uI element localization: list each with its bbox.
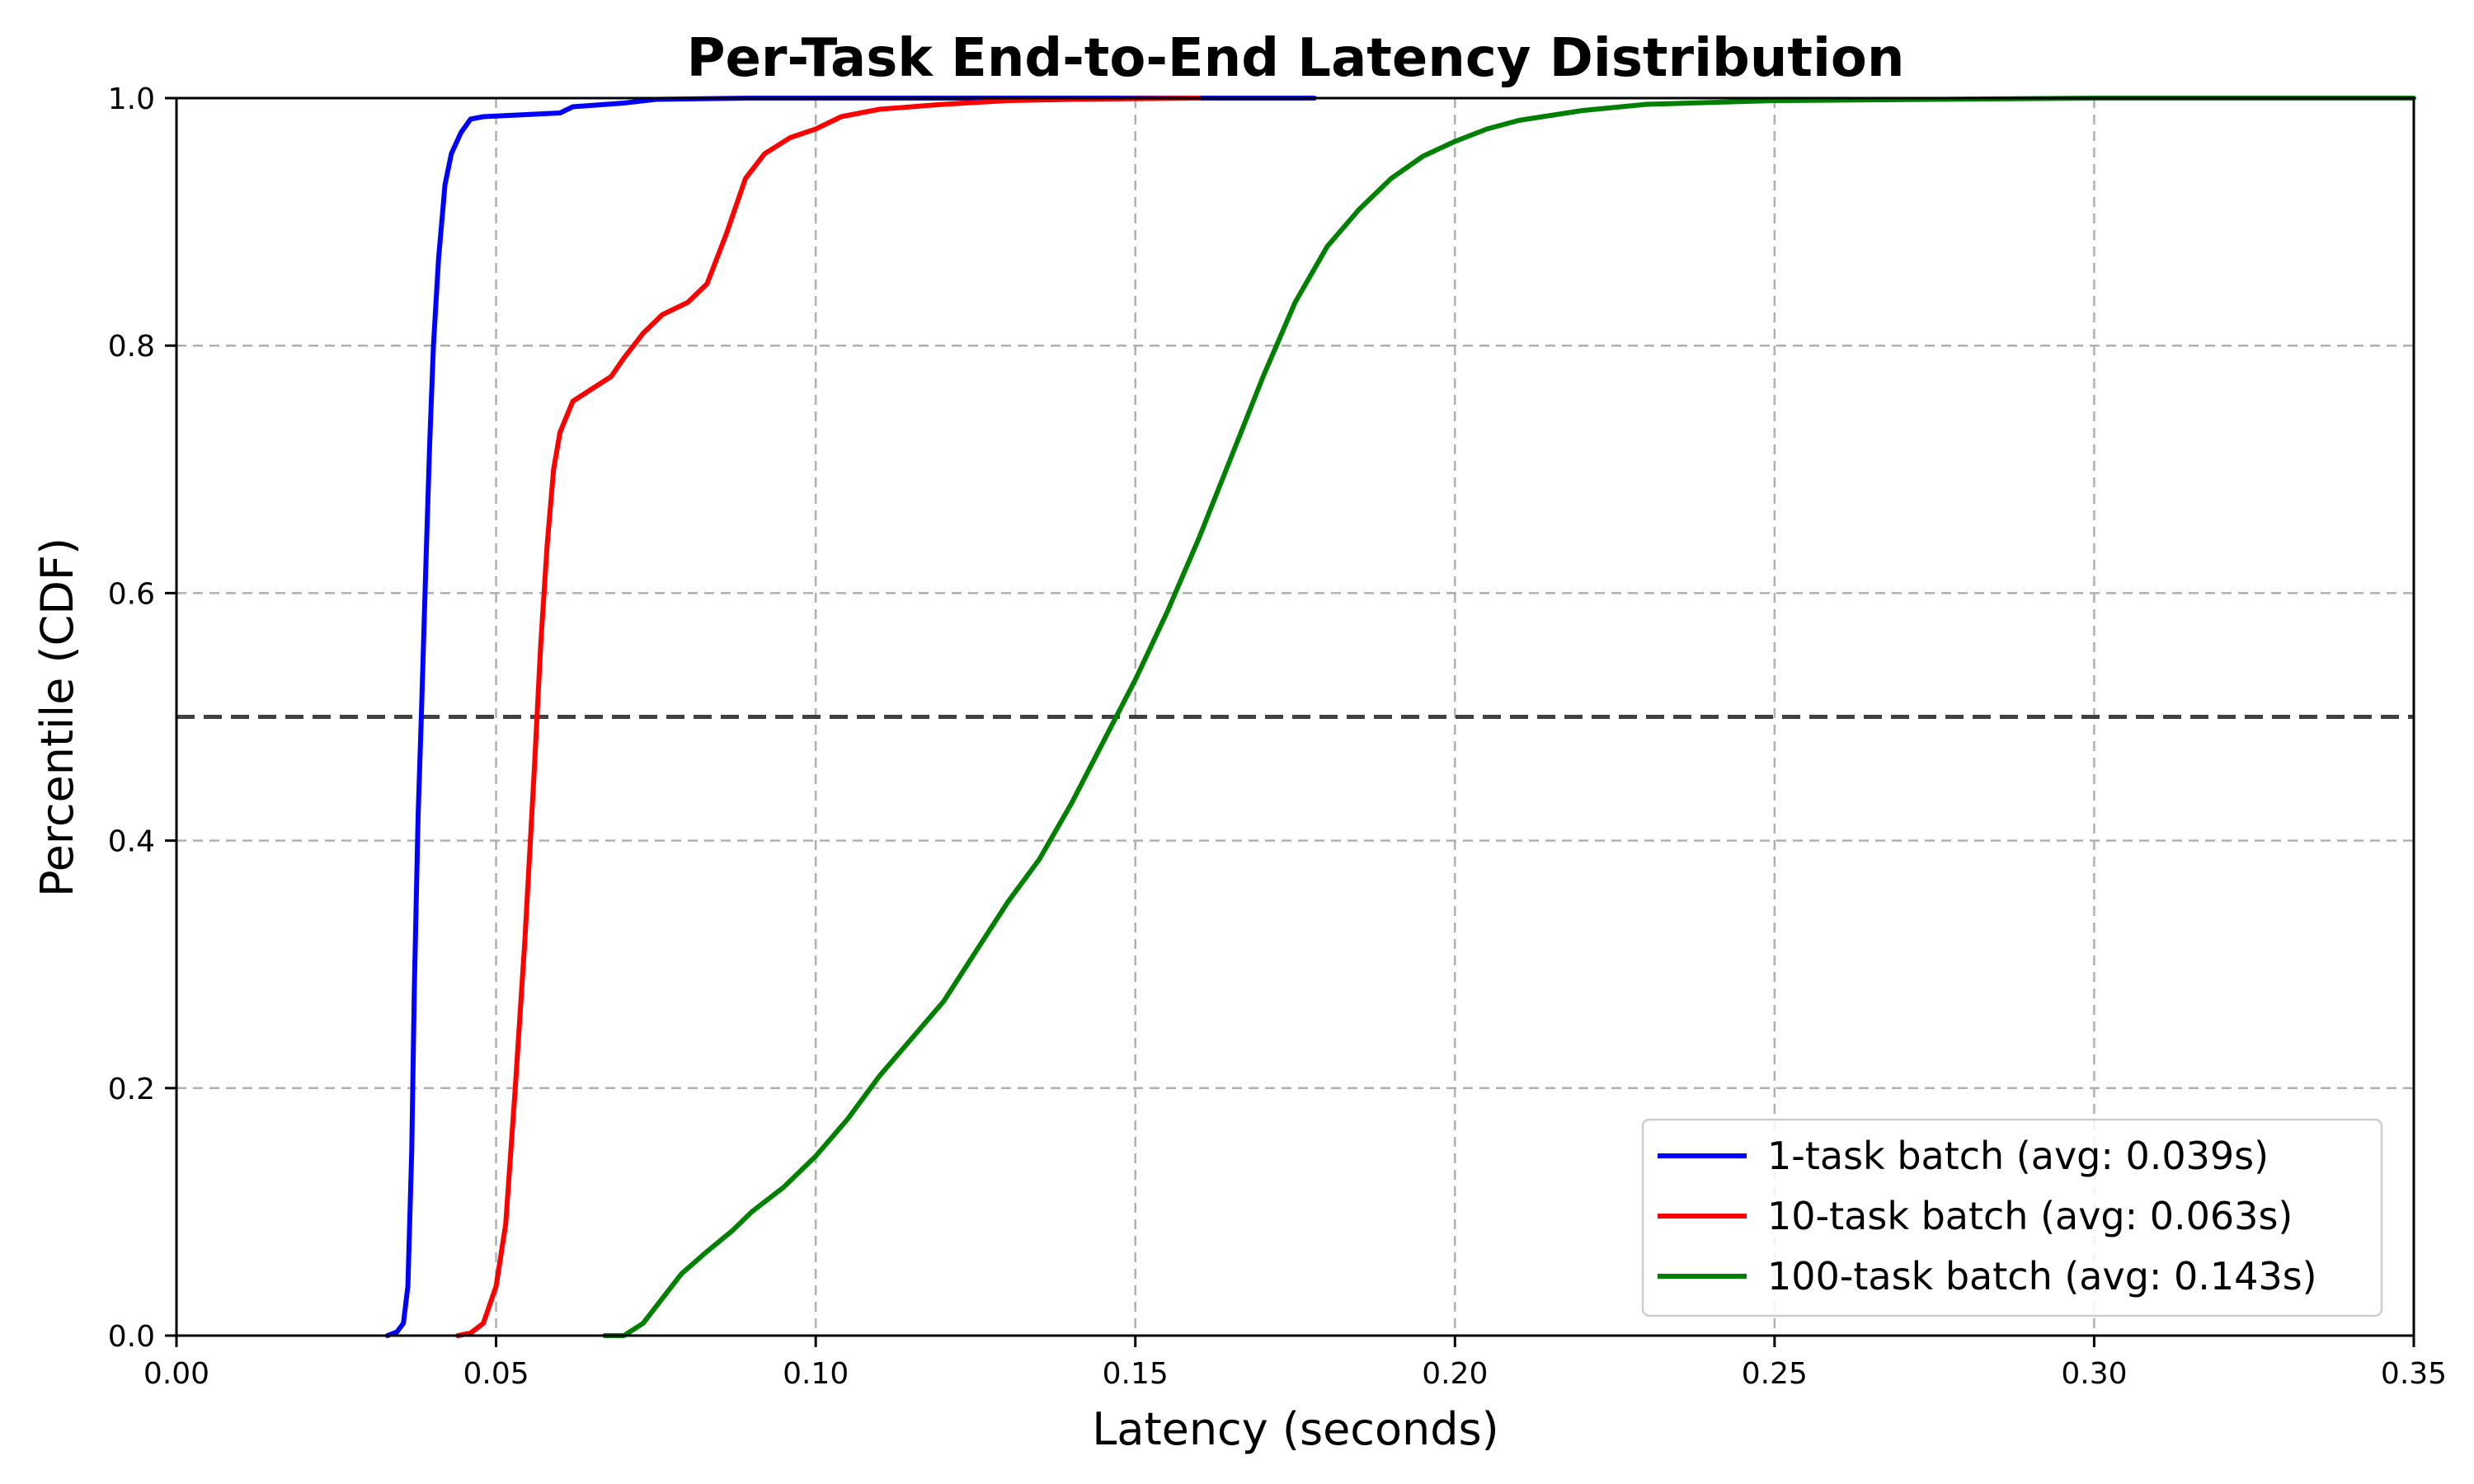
x-tick-label: 0.15 [1103, 1357, 1169, 1391]
y-tick-label: 0.8 [108, 330, 155, 364]
series-line-2 [455, 96, 1202, 1338]
x-tick-label: 0.20 [1422, 1357, 1488, 1391]
y-tick-label: 0.0 [108, 1320, 155, 1354]
x-tick-label: 0.35 [2381, 1357, 2447, 1391]
x-tick-label: 0.30 [2061, 1357, 2127, 1391]
series-lines [384, 96, 2416, 1338]
legend-box [1641, 1118, 2383, 1317]
series-line-1 [384, 96, 1317, 1338]
y-tick-label: 1.0 [108, 82, 155, 116]
chart-title: Per-Task End-to-End Latency Distribution [687, 28, 1905, 89]
x-tick-label: 0.25 [1742, 1357, 1808, 1391]
legend-label-1: 1-task batch (avg: 0.039s) [1767, 1134, 2269, 1178]
plot-frame [175, 96, 2415, 1337]
y-tick-label: 0.6 [108, 577, 155, 611]
series-line-3 [602, 96, 2416, 1338]
x-axis-label: Latency (seconds) [1092, 1403, 1498, 1455]
x-tick-label: 0.05 [463, 1357, 529, 1391]
legend-label-3: 100-task batch (avg: 0.143s) [1767, 1254, 2317, 1298]
y-axis-label: Percentile (CDF) [31, 538, 83, 897]
y-tick-label: 0.4 [108, 825, 155, 859]
y-tick-label: 0.2 [108, 1073, 155, 1106]
legend: 1-task batch (avg: 0.039s) 10-task batch … [1641, 1118, 2383, 1317]
x-tick-label: 0.00 [143, 1357, 209, 1391]
axis-ticks: 0.00 0.05 0.10 0.15 0.20 0.25 0.30 0.35 0.0 0.2 0.… [108, 82, 2447, 1391]
x-tick-label: 0.10 [783, 1357, 849, 1391]
legend-label-2: 10-task batch (avg: 0.063s) [1767, 1194, 2293, 1238]
